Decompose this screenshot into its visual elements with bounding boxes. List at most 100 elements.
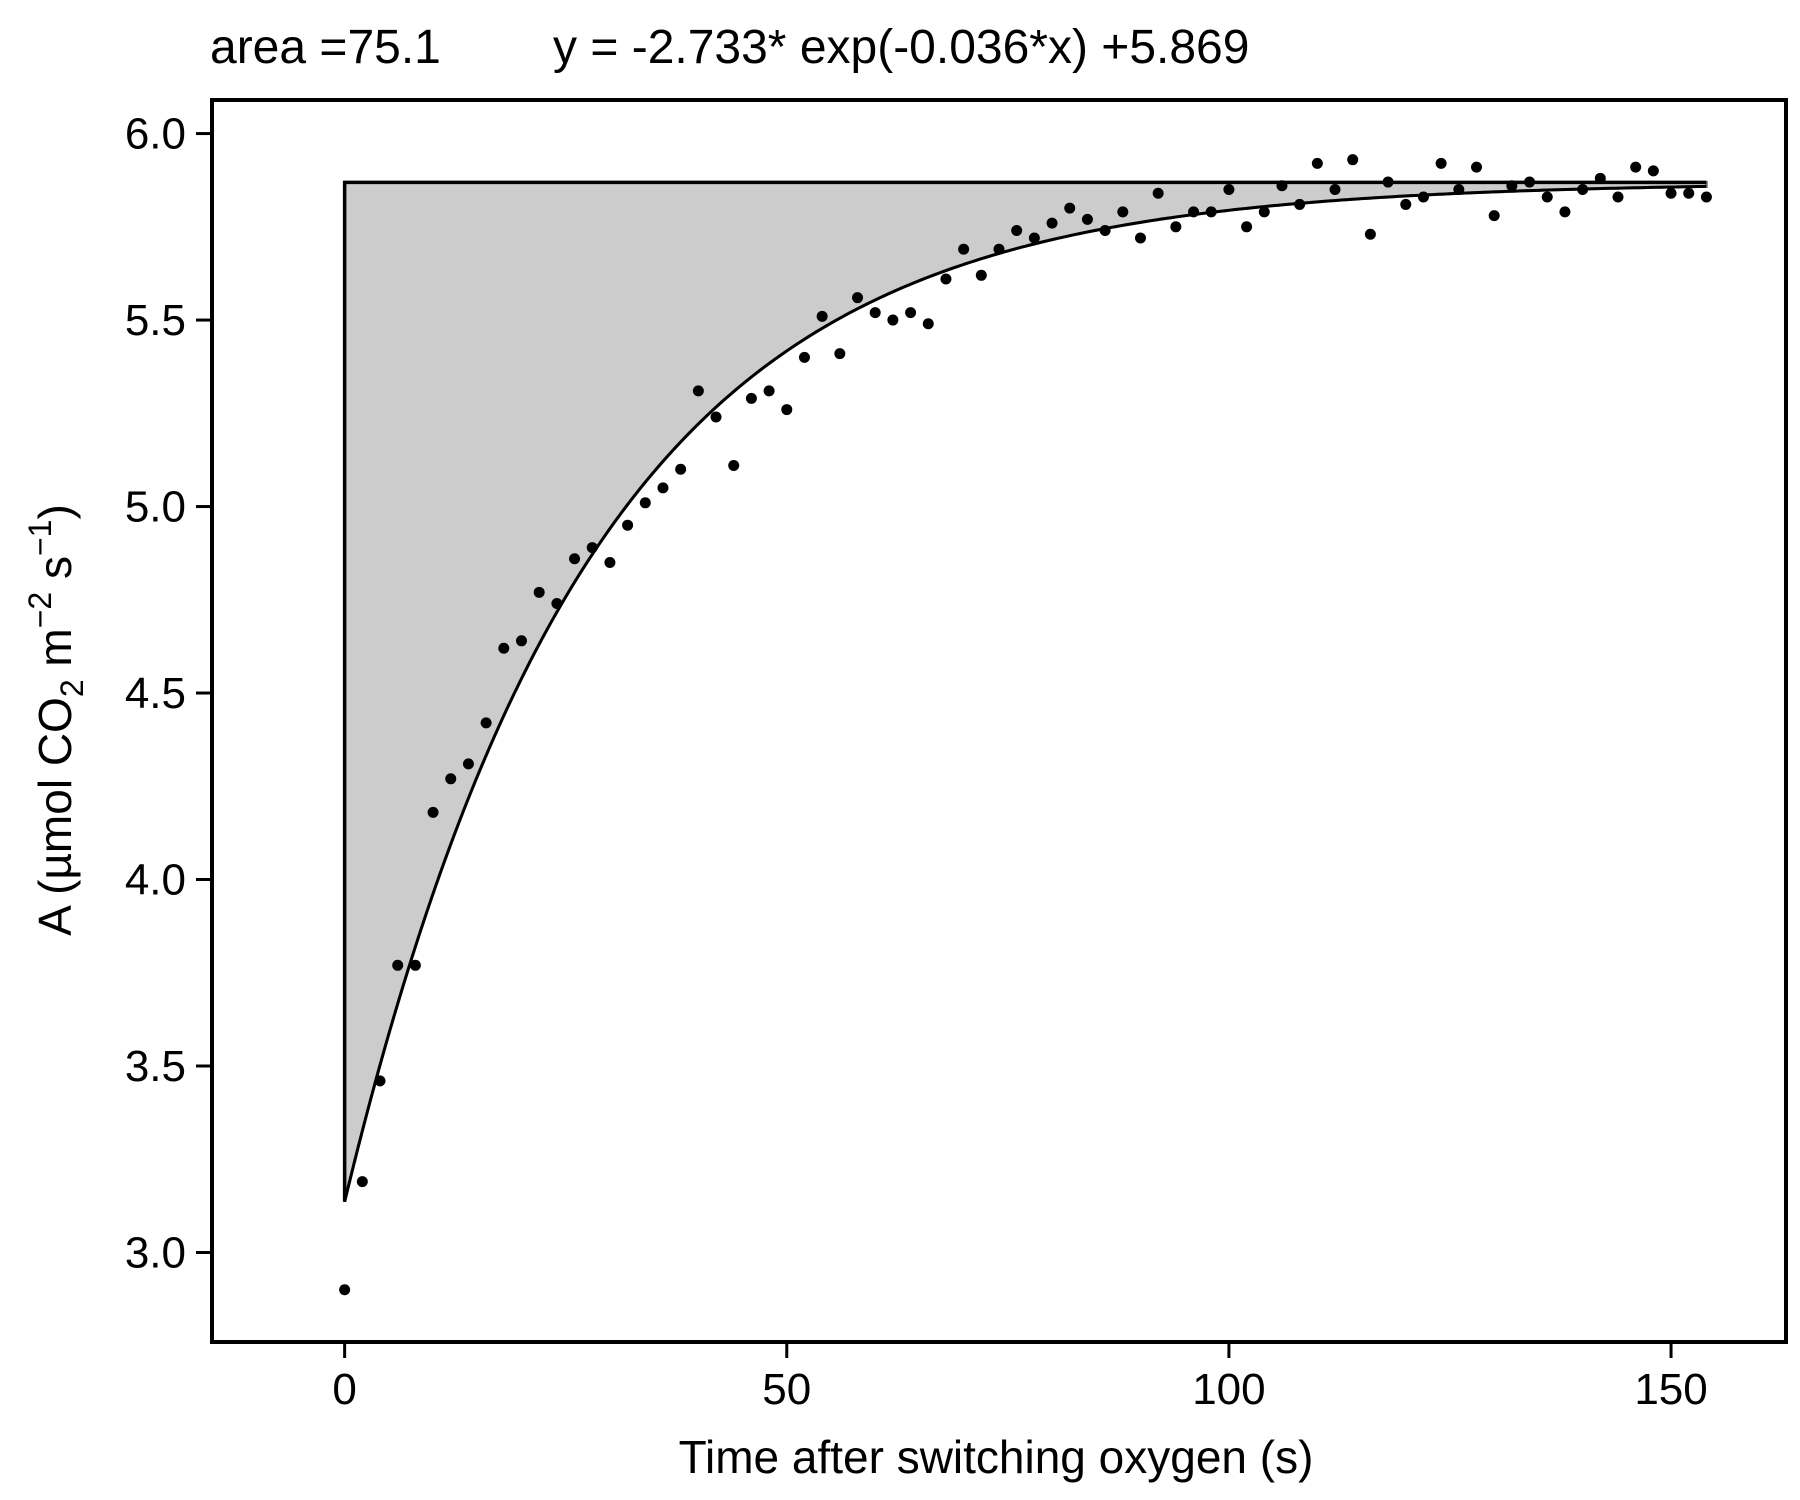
data-point [1665,187,1677,199]
data-point [639,497,651,509]
x-tick-label: 0 [332,1365,356,1414]
data-point [1630,161,1642,173]
data-point [604,556,616,568]
data-point [480,717,492,729]
fit-curve [343,184,1707,1203]
data-point [1170,221,1182,233]
data-point [409,959,421,971]
data-point [462,758,474,770]
data-point [1435,157,1447,169]
data-point [1311,157,1323,169]
data-point [1417,191,1429,203]
data-point [940,273,952,285]
data-point [781,404,793,416]
data-points [339,154,1712,1296]
data-point [922,318,934,330]
y-tick-label: 4.5 [125,669,186,718]
fit-equation: y = -2.733* exp(-0.036*x) +5.869 [553,21,1249,74]
data-point [1205,206,1217,218]
data-point [1064,202,1076,214]
x-tick-label: 100 [1192,1365,1265,1414]
y-tick-label: 5.5 [125,296,186,345]
data-point [515,635,527,647]
data-point [356,1176,368,1188]
data-point [586,542,598,554]
y-axis-title: A (µmol CO2 m−2 s−1) [22,504,90,936]
data-point [427,806,439,818]
data-point [569,553,581,565]
data-point [798,351,810,363]
data-point [1134,232,1146,244]
data-point [852,292,864,304]
x-tick-label: 150 [1634,1365,1707,1414]
data-point [1028,232,1040,244]
plot-frame [210,98,1788,1344]
data-point [1081,213,1093,225]
data-point [1329,184,1341,196]
data-point [445,773,457,785]
data-point [869,307,881,319]
data-point [1364,228,1376,240]
data-point [498,642,510,654]
data-point [1700,191,1712,203]
data-point [1117,206,1129,218]
data-point [1223,184,1235,196]
data-point [1524,176,1536,188]
data-point [1400,198,1412,210]
data-point [816,310,828,322]
y-tick-label: 6.0 [125,110,186,159]
data-point [1612,191,1624,203]
asymptote-line [342,180,1707,1202]
data-point [975,269,987,281]
data-point [675,463,687,475]
data-point [533,586,545,598]
y-tick-label: 3.5 [125,1042,186,1091]
data-point [745,392,757,404]
data-point [392,959,404,971]
data-point [692,385,704,397]
data-point [1683,187,1695,199]
data-point [887,314,899,326]
data-point [1152,187,1164,199]
data-point [905,307,917,319]
data-point [622,519,634,531]
data-point [1011,225,1023,237]
data-point [834,348,846,360]
data-point [1541,191,1553,203]
data-point [1594,172,1606,184]
data-point [1258,206,1270,218]
data-point [1294,198,1306,210]
data-point [1188,206,1200,218]
data-point [1577,184,1589,196]
data-point [551,598,563,610]
data-point [1488,210,1500,222]
data-point [1453,184,1465,196]
data-point [1241,221,1253,233]
data-point [1382,176,1394,188]
data-point [1347,154,1359,166]
axis-ticks: 0 50 100 150 3.0 3.5 4.0 4.5 5.0 5.5 6.0 [125,110,1708,1414]
data-point [1046,217,1058,229]
x-axis-title: Time after switching oxygen (s) [679,1431,1314,1483]
data-point [657,482,669,494]
area-annotation: area =75.1 [210,21,441,74]
shaded-area [343,180,1708,1203]
data-point [728,460,740,472]
data-point [1276,180,1288,192]
data-point [958,243,970,255]
data-point [1471,161,1483,173]
data-point [993,243,1005,255]
data-point [1099,225,1111,237]
data-point [710,411,722,423]
y-tick-label: 4.0 [125,856,186,905]
data-point [374,1075,386,1087]
data-point [763,385,775,397]
x-tick-label: 50 [762,1365,811,1414]
data-point [1559,206,1571,218]
data-point [1506,180,1518,192]
data-point [1647,165,1659,177]
y-tick-label: 3.0 [125,1228,186,1277]
data-point [339,1284,351,1296]
y-tick-label: 5.0 [125,483,186,532]
